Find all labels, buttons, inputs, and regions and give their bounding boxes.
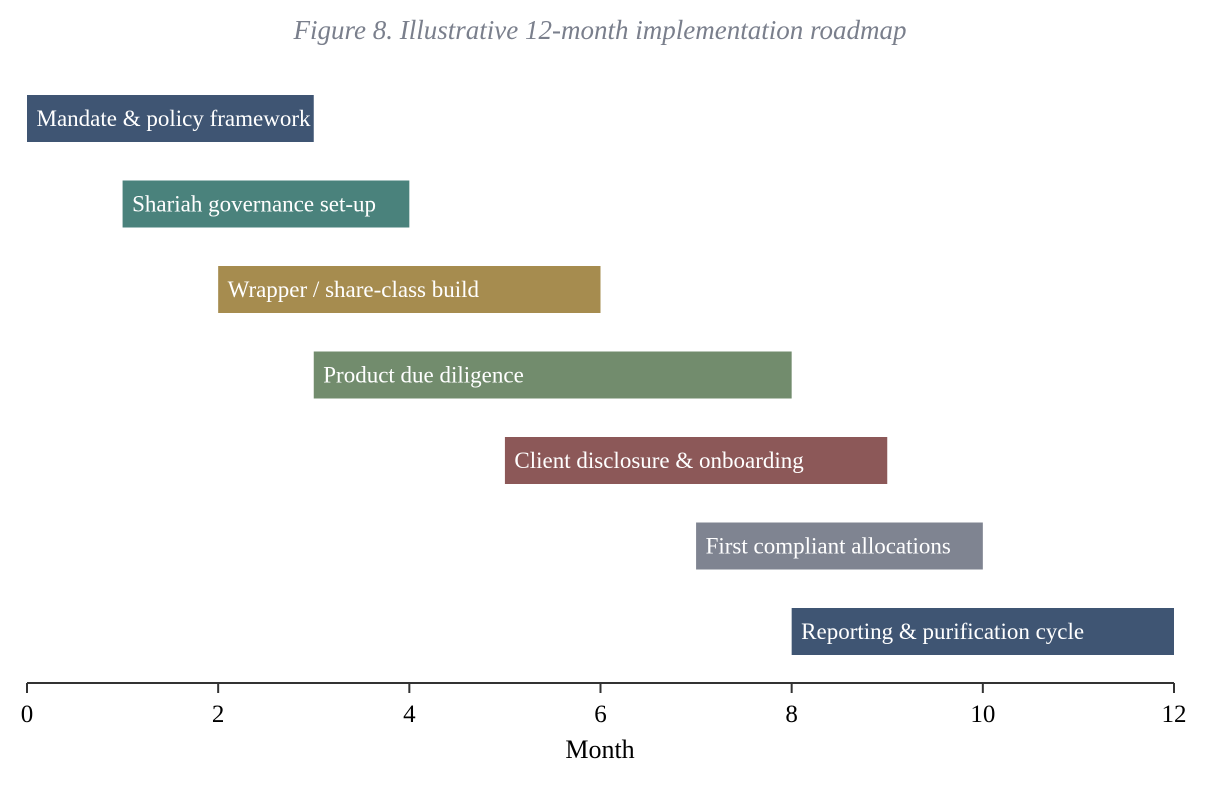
bar-label-shariah-governance-set-up: Shariah governance set-up: [132, 192, 376, 217]
x-tick-label-12: 12: [1162, 701, 1187, 728]
x-tick-label-8: 8: [785, 701, 798, 728]
bar-reporting-purification-cycle: [791, 608, 1174, 655]
bar-label-product-due-diligence: Product due diligence: [323, 363, 524, 388]
bar-label-reporting-purification-cycle: Reporting & purification cycle: [801, 619, 1084, 644]
bar-label-client-disclosure-onboarding: Client disclosure & onboarding: [514, 448, 804, 473]
x-axis-ticks: 0 2 4 6 8 10 12: [21, 683, 1187, 728]
bar-wrapper-share-class-build: [218, 266, 601, 313]
bars-layer: Mandate & policy framework Shariah govern…: [27, 95, 1174, 655]
bar-mandate-policy-framework: [27, 95, 314, 142]
x-tick-label-2: 2: [212, 701, 225, 728]
bar-shariah-governance-set-up: [122, 180, 410, 228]
x-tick-label-6: 6: [594, 701, 607, 728]
chart-title: Figure 8. Illustrative 12-month implemen…: [293, 15, 907, 45]
bar-label-mandate-policy-framework: Mandate & policy framework: [37, 106, 311, 131]
bar-label-wrapper-share-class-build: Wrapper / share-class build: [228, 277, 480, 302]
x-tick-label-10: 10: [970, 701, 995, 728]
bar-first-compliant-allocations: [696, 522, 983, 570]
x-axis-title: Month: [565, 735, 634, 764]
bar-product-due-diligence: [313, 351, 792, 399]
x-tick-label-0: 0: [21, 701, 34, 728]
x-tick-label-4: 4: [403, 701, 416, 728]
bar-client-disclosure-onboarding: [504, 437, 888, 484]
bar-label-first-compliant-allocations: First compliant allocations: [706, 534, 951, 559]
